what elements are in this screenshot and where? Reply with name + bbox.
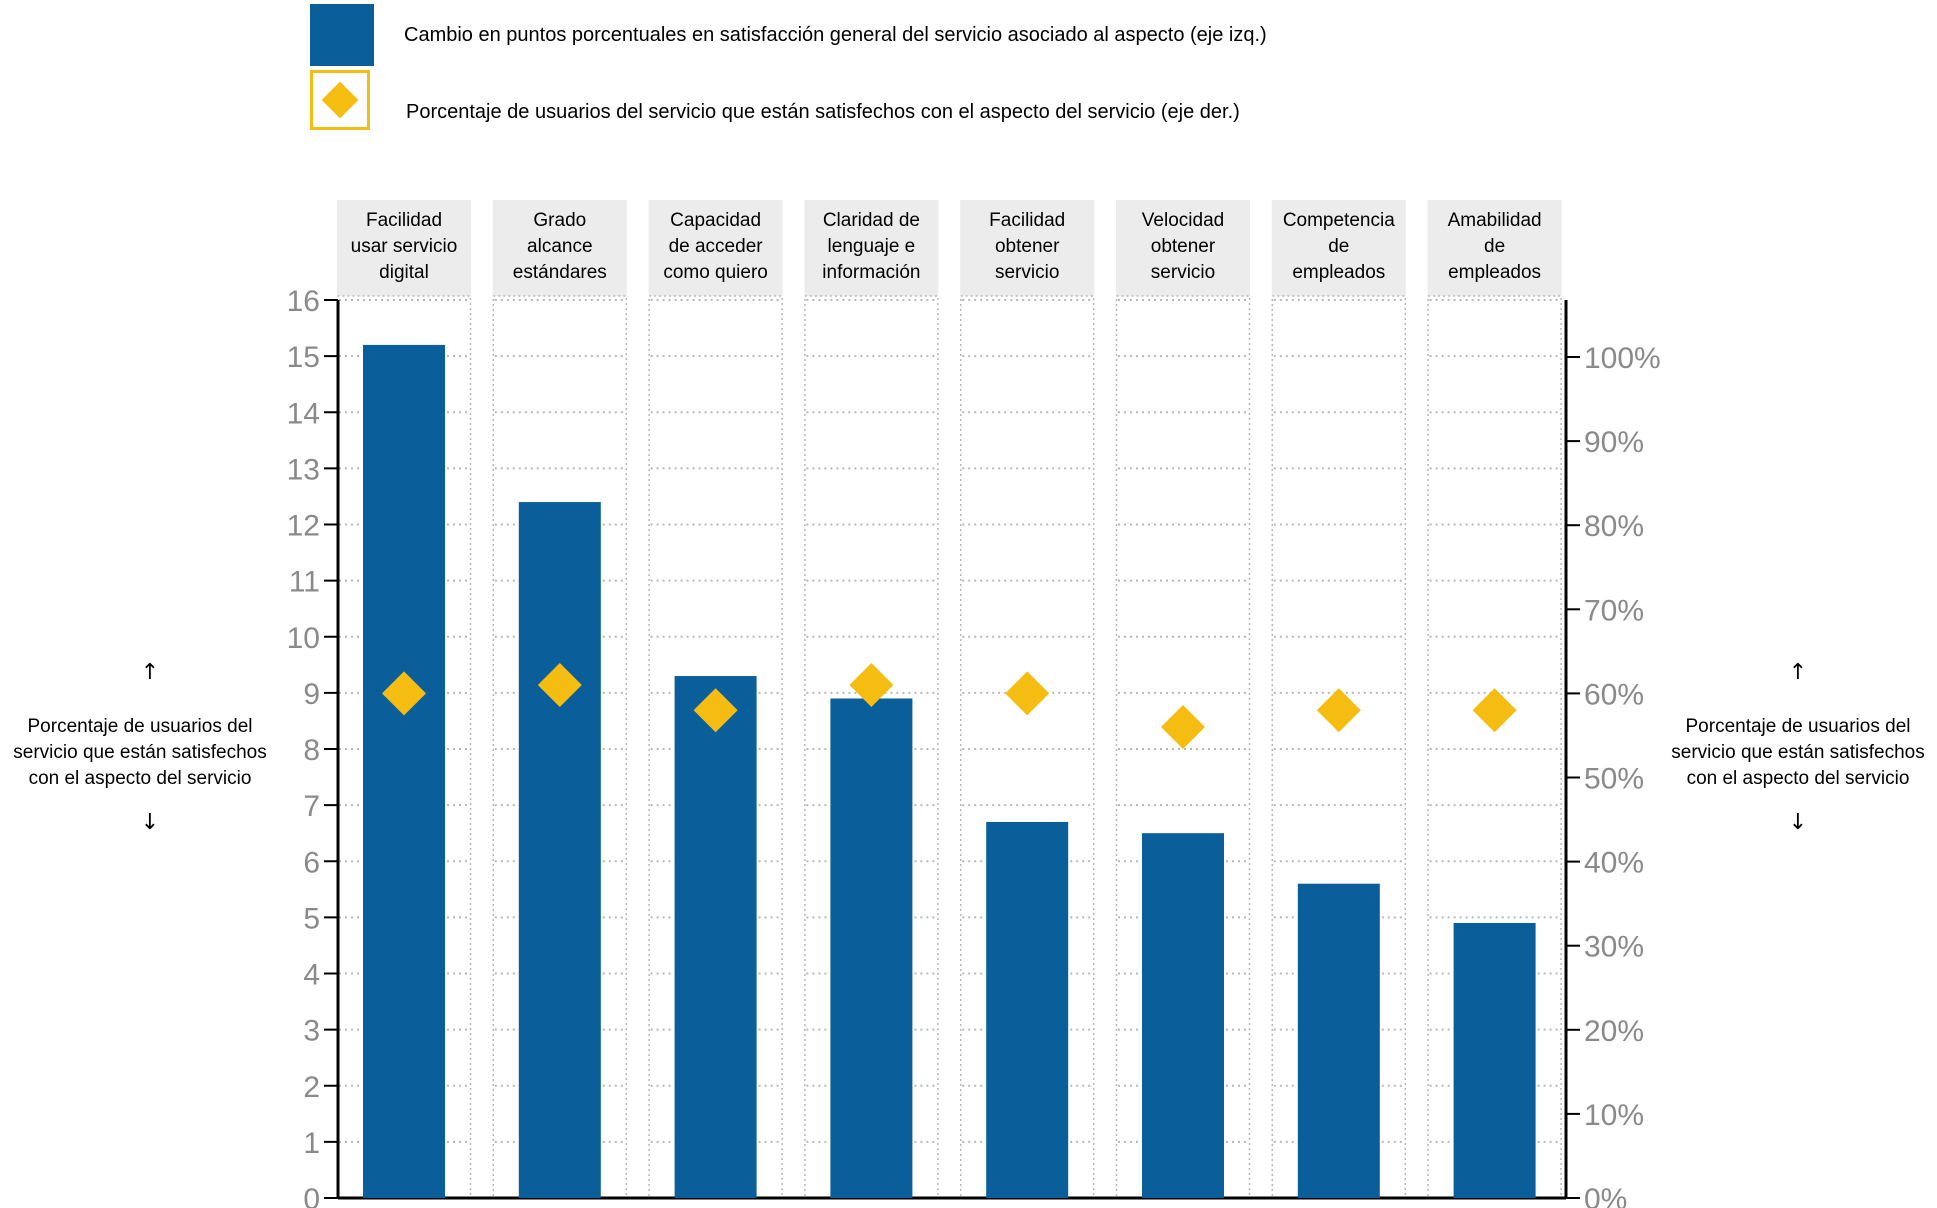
left-tick-label: 6: [303, 846, 320, 879]
bar-6: [1297, 883, 1380, 1198]
left-tick-label: 3: [303, 1015, 320, 1048]
right-tick-label: 90%: [1584, 426, 1644, 459]
panel-header-1: [492, 200, 627, 296]
category-label: Competencia: [1283, 210, 1395, 231]
left-tick-label: 1: [303, 1127, 320, 1160]
category-label: usar servicio: [351, 236, 458, 257]
category-label: Velocidad: [1142, 210, 1224, 231]
category-label: información: [822, 262, 920, 283]
right-tick-label: 40%: [1584, 847, 1644, 880]
right-arrow-down: ↓: [1788, 810, 1808, 835]
left-tick-label: 11: [289, 566, 320, 599]
right-tick-label: 70%: [1584, 594, 1644, 627]
right-tick-label: 50%: [1584, 763, 1644, 796]
left-tick-label: 10: [287, 622, 320, 655]
category-label: estándares: [513, 262, 607, 283]
legend-diamond-label: Porcentaje de usuarios del servicio que …: [406, 101, 1240, 123]
legend-bar-label: Cambio en puntos porcentuales en satisfa…: [404, 24, 1267, 46]
category-label: Facilidad: [366, 210, 442, 231]
category-label: digital: [379, 262, 429, 283]
right-tick-label: 10%: [1584, 1099, 1644, 1132]
category-label: empleados: [1448, 262, 1541, 283]
category-label: de: [1328, 236, 1349, 257]
left-tick-label: 0: [303, 1183, 320, 1208]
right-tick-label: 60%: [1584, 678, 1644, 711]
bar-3: [830, 698, 913, 1198]
panel-header-5: [1116, 200, 1250, 296]
marks-layer: [363, 344, 1536, 1198]
left-tick-label: 9: [303, 678, 320, 711]
category-label: Capacidad: [670, 210, 761, 231]
diamond-5: [1161, 705, 1205, 750]
category-label: Facilidad: [989, 210, 1065, 231]
left-tick-label: 4: [303, 959, 320, 992]
axes-layer: 0123456789101112131415160%10%20%30%40%50…: [287, 285, 1661, 1208]
right-tick-label: 20%: [1584, 1015, 1644, 1048]
left-tick-label: 5: [303, 902, 320, 935]
category-label: servicio: [995, 262, 1059, 283]
diamond-6: [1316, 688, 1361, 733]
panel-header-7: [1427, 200, 1562, 296]
diamond-1: [537, 662, 582, 707]
diamond-2: [693, 688, 738, 733]
panels-layer: Facilidad usar servicio digital Grado alcanc…: [336, 200, 1562, 1199]
category-label: alcance: [527, 236, 593, 257]
left-tick-label: 2: [303, 1071, 320, 1104]
bar-0: [363, 344, 445, 1198]
category-label: empleados: [1292, 262, 1385, 283]
left-tick-label: 12: [287, 510, 320, 543]
panel-header-3: [804, 200, 939, 296]
diamond-icon: [321, 81, 359, 119]
bar-2: [674, 676, 757, 1198]
bar-1: [518, 502, 601, 1198]
diamond-3: [849, 662, 894, 707]
right-tick-label: 30%: [1584, 931, 1644, 964]
right-arrow-up: ↑: [1788, 660, 1808, 685]
category-label: Claridad de: [823, 210, 920, 231]
legend-diamond-swatch: [310, 70, 370, 130]
category-label: obtener: [1151, 236, 1216, 257]
right-tick-label: 100%: [1584, 342, 1661, 375]
legend-bar-swatch: [310, 4, 374, 66]
category-label: de: [1484, 236, 1505, 257]
bar-7: [1453, 922, 1536, 1198]
category-label: obtener: [995, 236, 1060, 257]
diamond-0: [382, 671, 426, 716]
category-label: Amabilidad: [1448, 210, 1542, 231]
category-label: servicio: [1151, 262, 1215, 283]
panel-header-0: [337, 200, 471, 296]
left-arrow-down: ↓: [140, 810, 160, 835]
left-tick-label: 13: [287, 453, 320, 486]
bar-4: [986, 821, 1069, 1198]
left-tick-label: 14: [287, 397, 320, 430]
category-label: Grado: [533, 210, 586, 231]
right-tick-label: 0%: [1584, 1183, 1627, 1208]
left-axis-note: Porcentaje de usuarios del servicio que …: [13, 716, 267, 789]
diamond-7: [1472, 688, 1517, 733]
left-tick-label: 8: [303, 734, 320, 767]
panel-header-6: [1271, 200, 1406, 296]
left-tick-label: 16: [287, 285, 320, 318]
right-tick-label: 80%: [1584, 510, 1644, 543]
bar-5: [1142, 833, 1224, 1198]
category-label: como quiero: [663, 262, 768, 283]
left-arrow-up: ↑: [140, 660, 160, 685]
left-tick-label: 15: [287, 341, 320, 374]
left-tick-label: 7: [303, 790, 320, 823]
category-label: de acceder: [669, 236, 764, 257]
diamond-4: [1005, 671, 1050, 716]
panel-header-4: [960, 200, 1095, 296]
right-axis-note: Porcentaje de usuarios del servicio que …: [1671, 716, 1925, 789]
category-label: lenguaje e: [828, 236, 916, 257]
panel-header-2: [648, 200, 783, 296]
